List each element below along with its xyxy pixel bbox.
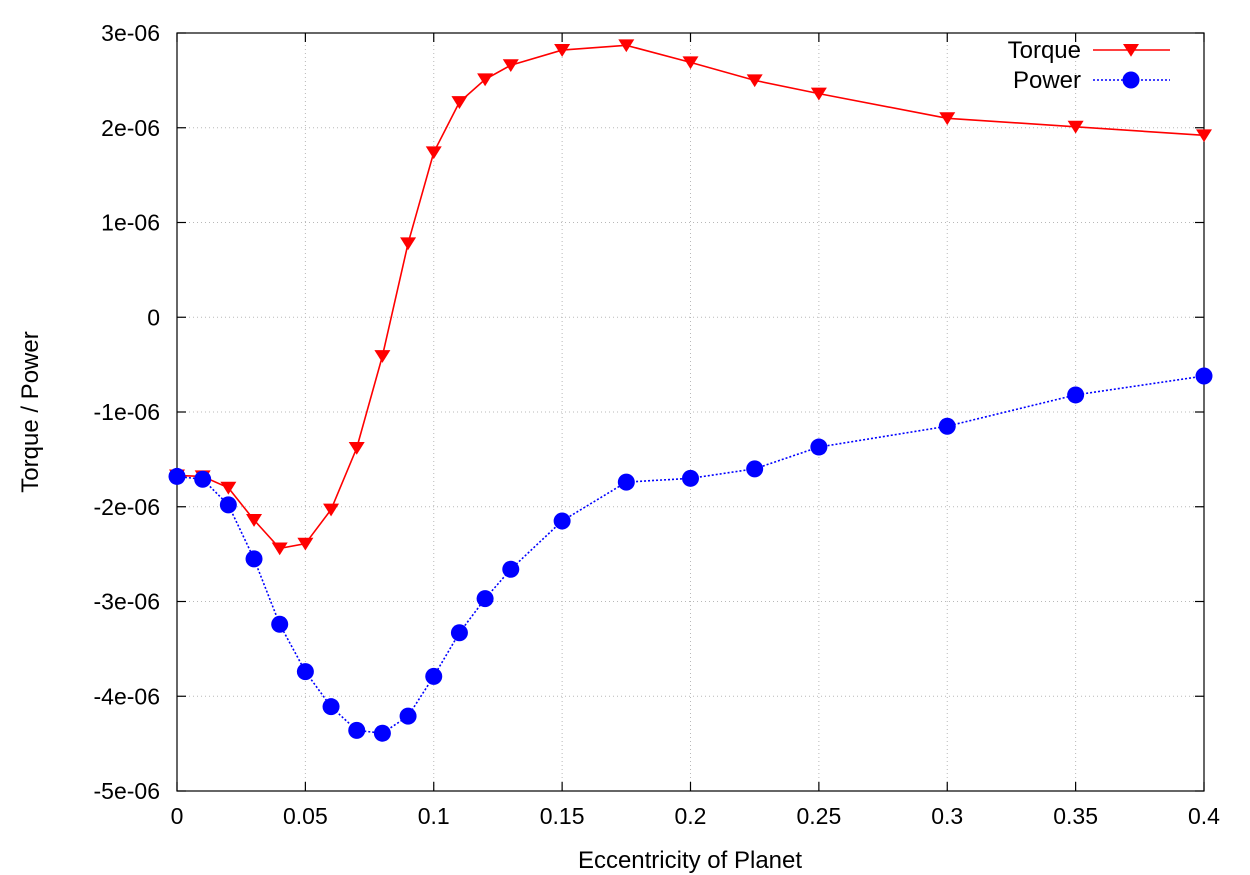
x-tick-label: 0.2 (675, 803, 707, 829)
y-tick-label: -4e-06 (94, 683, 160, 709)
torque-point (682, 56, 699, 70)
power-point (746, 460, 764, 478)
x-axis-title: Eccentricity of Planet (578, 847, 802, 874)
power-point (219, 496, 237, 514)
y-tick-label: 2e-06 (101, 115, 160, 141)
x-tick-label: 0.35 (1053, 803, 1098, 829)
y-tick-label: -3e-06 (94, 589, 160, 615)
x-tick-label: 0.1 (418, 803, 450, 829)
y-tick-label: -2e-06 (94, 494, 160, 520)
power-point (810, 438, 828, 456)
legend-label-torque: Torque (1008, 37, 1081, 64)
torque-point (348, 442, 365, 455)
power-point (348, 721, 366, 739)
x-tick-label: 0.15 (540, 803, 585, 829)
y-axis-title: Torque / Power (17, 331, 44, 492)
power-point (245, 550, 263, 568)
power-point (553, 512, 571, 530)
power-point (168, 467, 186, 485)
torque-point (297, 537, 314, 551)
power-series (168, 367, 1213, 742)
power-point (450, 624, 468, 642)
x-tick-label: 0.3 (931, 803, 963, 829)
power-point (617, 473, 635, 491)
x-tick-label: 0.05 (283, 803, 328, 829)
torque-point (271, 542, 288, 556)
power-point (322, 698, 340, 716)
power-point (296, 663, 314, 681)
torque-point (477, 73, 494, 87)
torque-point (323, 503, 340, 517)
legend-marker-torque (1123, 44, 1139, 57)
y-tick-label: -1e-06 (94, 399, 160, 425)
legend-label-power: Power (1013, 67, 1081, 94)
torque-point (746, 74, 763, 88)
x-tick-label: 0 (171, 803, 184, 829)
torque-point (220, 481, 237, 495)
y-tick-label: 1e-06 (101, 210, 160, 236)
power-point (938, 417, 956, 435)
x-tick-label: 0.25 (796, 803, 841, 829)
y-tick-labels: 3e-06 2e-06 1e-06 0 -1e-06 -2e-06 -3e-06 -4e-06… (94, 20, 160, 804)
power-point (271, 615, 289, 633)
grid (176, 32, 1205, 792)
power-point (425, 667, 443, 685)
y-tick-label: 3e-06 (101, 20, 160, 46)
torque-point (1196, 129, 1212, 143)
power-point (1195, 367, 1213, 385)
torque-point (618, 39, 635, 53)
torque-point (374, 350, 391, 363)
power-point (194, 470, 212, 488)
power-point (1067, 386, 1085, 404)
torque-point (810, 87, 827, 101)
x-tick-label: 0.4 (1188, 803, 1220, 829)
series-layer (168, 39, 1213, 742)
power-point (373, 724, 391, 742)
legend: Torque Power (1008, 37, 1170, 94)
legend-marker-power (1122, 71, 1140, 89)
power-point (399, 707, 417, 725)
torque-point (939, 112, 956, 126)
torque-point (425, 146, 442, 160)
plot-frame (176, 32, 1205, 792)
power-line (176, 375, 1205, 735)
torque-point (246, 514, 263, 527)
power-point (502, 560, 520, 578)
torque-point (451, 96, 468, 109)
torque-point (554, 44, 571, 57)
x-tick-labels: 0 0.05 0.1 0.15 0.2 0.25 0.3 0.35 0.4 (171, 803, 1221, 829)
power-point (476, 590, 494, 608)
torque-point (400, 237, 417, 251)
y-tick-label: 0 (147, 304, 160, 330)
y-tick-label: -5e-06 (94, 778, 160, 804)
torque-point (1067, 120, 1084, 134)
torque-line (176, 44, 1205, 550)
power-point (682, 469, 699, 487)
torque-point (502, 59, 519, 73)
